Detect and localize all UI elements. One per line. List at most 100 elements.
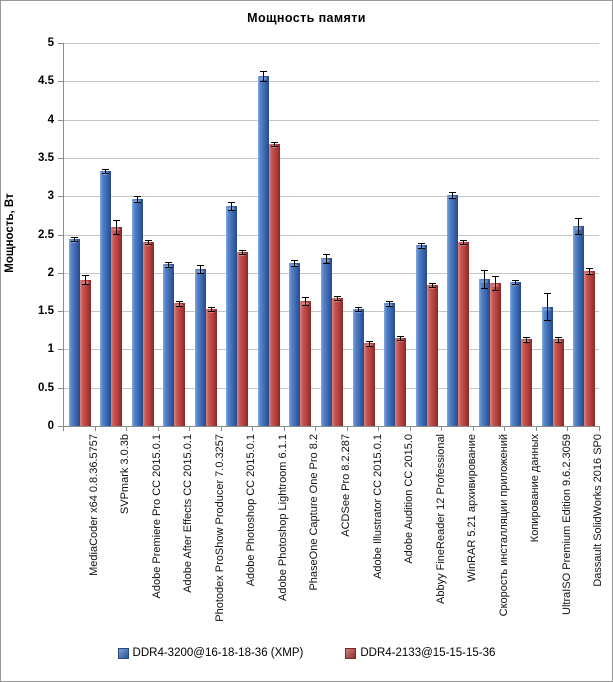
error-bar-cap bbox=[397, 335, 404, 337]
y-tick-label: 0 bbox=[47, 420, 54, 432]
error-bar-cap bbox=[208, 306, 215, 308]
error-bar bbox=[463, 239, 464, 245]
y-tick-mark bbox=[58, 81, 63, 83]
bar-ddr4-2133 bbox=[300, 301, 311, 426]
category-label: ACDSee Pro 8.2.287 bbox=[340, 434, 352, 537]
error-bar-cap bbox=[323, 262, 330, 264]
error-bar bbox=[326, 253, 327, 263]
error-bar-cap bbox=[449, 197, 456, 199]
error-bar-cap bbox=[113, 233, 120, 235]
error-bar-cap bbox=[492, 275, 499, 277]
error-bar bbox=[116, 219, 117, 234]
error-bar-cap bbox=[512, 284, 519, 286]
gridline bbox=[63, 119, 599, 121]
error-bar-cap bbox=[134, 202, 141, 204]
y-tick-label: 2 bbox=[47, 266, 54, 279]
x-tick-mark bbox=[284, 426, 285, 431]
gridline bbox=[63, 157, 599, 159]
category-label: Adobe Audition CC 2015.0 bbox=[403, 434, 415, 564]
category-label: SVPmark 3.0.3b bbox=[119, 434, 131, 515]
error-bar-cap bbox=[366, 345, 373, 347]
bar-ddr4-2133 bbox=[553, 339, 564, 426]
x-tick-mark bbox=[126, 426, 127, 431]
bar-ddr4-2133 bbox=[80, 279, 91, 426]
category-label: Скорость инсталляции приложений bbox=[498, 434, 510, 617]
error-bar bbox=[558, 337, 559, 342]
bar-ddr4-3200 bbox=[100, 170, 111, 426]
bar-ddr4-2133 bbox=[143, 242, 154, 426]
error-bar bbox=[484, 269, 485, 289]
bar-ddr4-3200 bbox=[353, 308, 364, 426]
chart-title: Мощность памяти bbox=[247, 11, 366, 25]
bar-ddr4-2133 bbox=[111, 226, 122, 426]
error-bar-cap bbox=[302, 304, 309, 306]
error-bar bbox=[589, 268, 590, 275]
error-bar-cap bbox=[523, 341, 530, 343]
error-bar bbox=[274, 141, 275, 147]
error-bar-cap bbox=[302, 297, 309, 299]
y-tick-label: 2.5 bbox=[38, 228, 54, 241]
error-bar-cap bbox=[239, 254, 246, 256]
gridline bbox=[63, 196, 599, 198]
category-label: Dassault SolidWorks 2016 SP0 bbox=[592, 434, 604, 587]
x-axis-line bbox=[63, 426, 599, 427]
error-bar bbox=[369, 340, 370, 346]
legend: DDR4-3200@16-18-18-36 (XMP) DDR4-2133@15… bbox=[1, 647, 612, 659]
y-tick-mark bbox=[58, 234, 63, 236]
error-bar-cap bbox=[555, 341, 562, 343]
y-tick-label: 4 bbox=[47, 113, 54, 126]
bar-ddr4-2133 bbox=[364, 343, 375, 426]
x-tick-mark bbox=[473, 426, 474, 431]
x-tick-mark bbox=[95, 426, 96, 431]
bar-ddr4-2133 bbox=[269, 144, 280, 426]
error-bar bbox=[211, 306, 212, 312]
bar-ddr4-3200 bbox=[447, 194, 458, 426]
bar-ddr4-3200 bbox=[69, 239, 80, 426]
category-label: MediaCoder x64 0.8.36.5757 bbox=[88, 434, 100, 576]
category-label: Adobe Illustrator CC 2015.0.1 bbox=[372, 434, 384, 579]
error-bar bbox=[358, 306, 359, 312]
legend-label: DDR4-3200@16-18-18-36 (XMP) bbox=[132, 647, 304, 659]
gridline bbox=[63, 234, 599, 236]
legend-label: DDR4-2133@15-15-15-36 bbox=[360, 647, 496, 659]
error-bar-cap bbox=[291, 265, 298, 267]
x-tick-mark bbox=[158, 426, 159, 431]
bar-ddr4-3200 bbox=[573, 226, 584, 426]
category-label: Adobe After Effects CC 2015.0.1 bbox=[182, 434, 194, 593]
error-bar-cap bbox=[145, 239, 152, 241]
category-label: Adobe Photoshop Lightroom 6.1.1 bbox=[277, 434, 289, 601]
bar-ddr4-2133 bbox=[174, 303, 185, 426]
error-bar-cap bbox=[586, 268, 593, 270]
error-bar-cap bbox=[555, 337, 562, 339]
error-bar-cap bbox=[460, 239, 467, 241]
error-bar-cap bbox=[260, 70, 267, 72]
error-bar bbox=[452, 191, 453, 198]
x-tick-mark bbox=[189, 426, 190, 431]
bar-ddr4-3200 bbox=[479, 278, 490, 426]
error-bar bbox=[179, 301, 180, 306]
bar-ddr4-3200 bbox=[258, 75, 269, 426]
error-bar bbox=[421, 242, 422, 248]
category-label: PhaseOne Capture One Pro 8.2 bbox=[308, 434, 320, 591]
error-bar bbox=[231, 202, 232, 210]
error-bar-cap bbox=[239, 249, 246, 251]
bar-ddr4-2133 bbox=[458, 242, 469, 426]
error-bar-cap bbox=[418, 247, 425, 249]
x-tick-mark bbox=[504, 426, 505, 431]
error-bar-cap bbox=[82, 275, 89, 277]
x-tick-mark bbox=[410, 426, 411, 431]
y-tick-mark bbox=[58, 157, 63, 159]
error-bar-cap bbox=[228, 202, 235, 204]
error-bar-cap bbox=[176, 305, 183, 307]
error-bar bbox=[547, 292, 548, 321]
error-bar-cap bbox=[366, 340, 373, 342]
error-bar-cap bbox=[323, 253, 330, 255]
error-bar-cap bbox=[197, 265, 204, 267]
error-bar-cap bbox=[512, 279, 519, 281]
bar-ddr4-3200 bbox=[226, 206, 237, 426]
y-tick-mark bbox=[58, 272, 63, 274]
x-tick-mark bbox=[347, 426, 348, 431]
x-tick-mark bbox=[378, 426, 379, 431]
x-tick-mark bbox=[252, 426, 253, 431]
x-tick-mark bbox=[63, 426, 64, 431]
